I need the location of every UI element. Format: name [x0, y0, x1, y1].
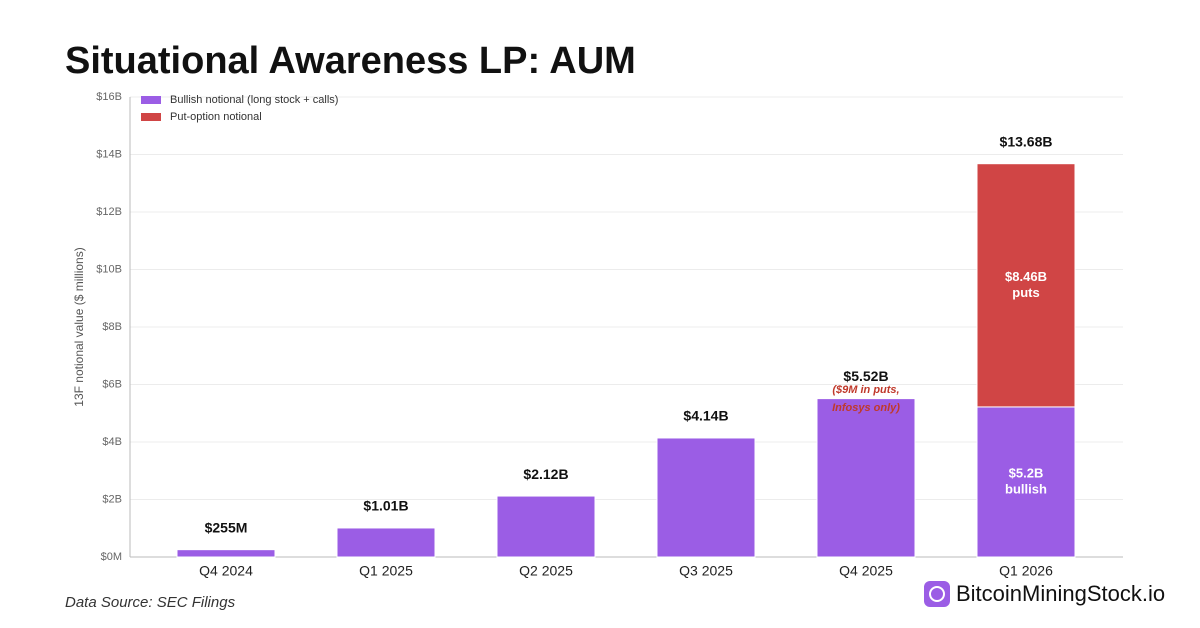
bar-segment — [336, 527, 436, 558]
x-tick-label: Q1 2026 — [999, 563, 1053, 579]
segment-note: bullish — [1005, 481, 1047, 496]
y-tick-label: $8B — [102, 321, 122, 333]
total-label: $1.01B — [363, 498, 408, 514]
y-tick-label: $2B — [102, 493, 122, 505]
bar-segment — [176, 549, 276, 558]
total-label: $5.52B — [843, 368, 888, 384]
y-tick-label: $6B — [102, 378, 122, 390]
brand-logo — [924, 581, 950, 607]
y-tick-label: $4B — [102, 436, 122, 448]
total-label: $255M — [205, 519, 248, 535]
total-label: $13.68B — [1000, 133, 1053, 149]
bar-segment — [656, 437, 756, 558]
segment-note: puts — [1012, 285, 1039, 300]
brand: BitcoinMiningStock.io — [956, 581, 1165, 606]
y-tick-label: $16B — [96, 91, 122, 103]
bar-segment — [976, 163, 1076, 408]
x-tick-label: Q4 2025 — [839, 563, 893, 579]
x-tick-label: Q4 2024 — [199, 563, 253, 579]
chart-title: Situational Awareness LP: AUM — [65, 40, 636, 82]
y-tick-label: $0M — [101, 551, 122, 563]
x-tick-label: Q2 2025 — [519, 563, 573, 579]
y-tick-label: $12B — [96, 206, 122, 218]
segment-label: $5.2B — [1009, 465, 1044, 480]
y-axis-label: 13F notional value ($ millions) — [72, 247, 86, 406]
total-label: $4.14B — [683, 408, 728, 424]
source: Data Source: SEC Filings — [65, 594, 236, 611]
annotation: ($9M in puts, — [832, 384, 899, 396]
segment-label: $8.46B — [1005, 269, 1047, 284]
bar-segment — [816, 398, 916, 558]
bar-segment — [496, 495, 596, 558]
bar-segment — [976, 406, 1076, 558]
legend-swatch — [141, 113, 161, 121]
x-tick-label: Q3 2025 — [679, 563, 733, 579]
total-label: $2.12B — [523, 466, 568, 482]
x-tick-label: Q1 2025 — [359, 563, 413, 579]
y-tick-label: $14B — [96, 148, 122, 160]
y-tick-label: $10B — [96, 263, 122, 275]
legend-label: Bullish notional (long stock + calls) — [170, 94, 338, 106]
legend-label: Put-option notional — [170, 111, 262, 123]
legend-swatch — [141, 96, 161, 104]
annotation: Infosys only) — [832, 402, 900, 414]
